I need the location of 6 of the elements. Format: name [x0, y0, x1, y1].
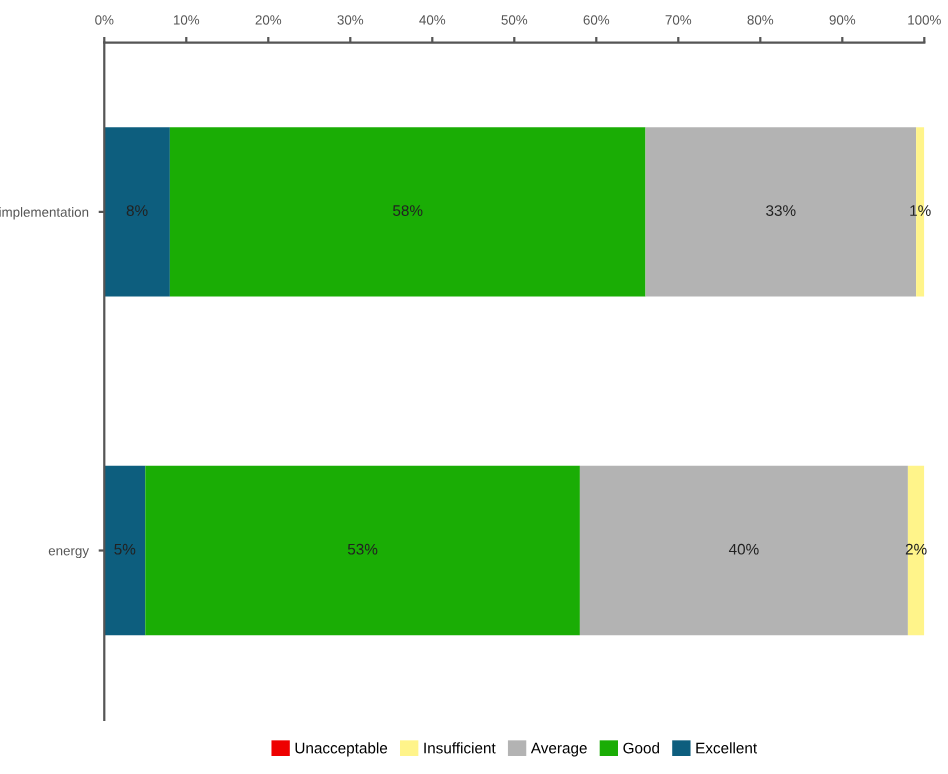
bar [169, 127, 646, 297]
bar [104, 465, 146, 636]
bar [145, 465, 580, 636]
bar [104, 127, 170, 297]
bar [907, 465, 925, 636]
bar [579, 465, 908, 636]
